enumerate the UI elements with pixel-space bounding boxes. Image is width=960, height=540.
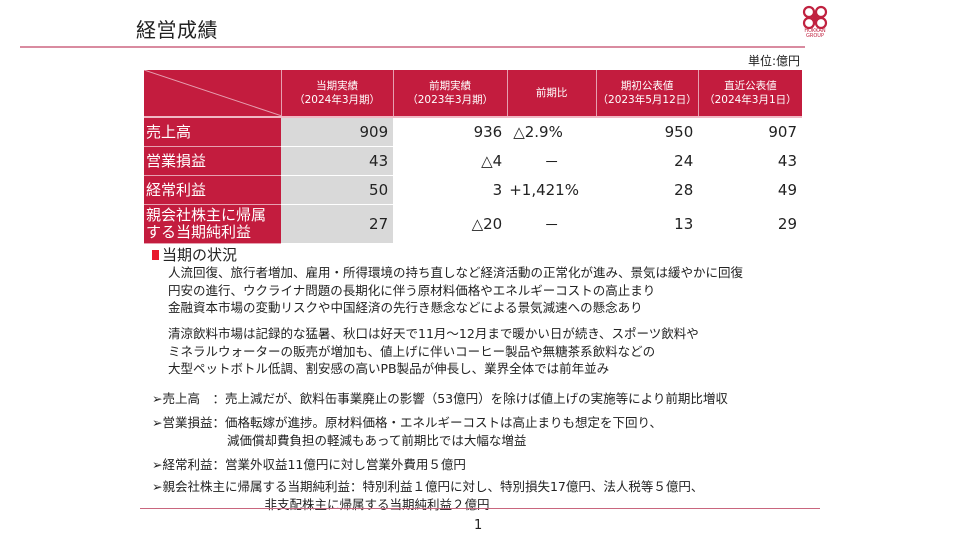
column-label: 当期実績 <box>316 80 359 92</box>
column-header-previous: 前期実績 （2023年3月期） <box>392 70 508 118</box>
cell-previous: 936 <box>393 117 508 147</box>
red-square-bullet-icon <box>152 250 159 260</box>
table-row-operating: 営業損益 43 △4 － 24 43 <box>144 146 802 176</box>
column-header-latest: 直近公表値 （2024年3月1日） <box>697 70 802 118</box>
cell-latest: 907 <box>698 117 802 147</box>
page-number: 1 <box>474 518 483 533</box>
bullet-sales: ➢売上高 ：売上減だが、飲料缶事業廃止の影響（53億円）を除けば値上げの実施等に… <box>152 390 728 408</box>
paragraph-line: 大型ペットボトル低調、割安感の高いPB製品が伸長し、業界全体では前年並み <box>168 361 610 376</box>
cell-ratio: － <box>507 146 597 176</box>
bullet-line: 非支配株主に帰属する当期純利益２億円 <box>152 496 490 512</box>
cell-initial: 24 <box>596 146 699 176</box>
cell-latest: 43 <box>698 146 802 176</box>
paragraph-line: ミネラルウォーターの販売が増加も、値上げに伴いコーヒー製品や無糖茶系飲料などの <box>168 343 656 359</box>
column-sublabel: （2024年3月期） <box>294 94 381 106</box>
footer-divider <box>140 508 820 509</box>
column-header-initial: 期初公表値 （2023年5月12日） <box>595 70 699 118</box>
title-divider <box>20 46 805 48</box>
row-label: 親会社株主に帰属 する当期純利益 <box>144 204 282 244</box>
column-label: 前期実績 <box>429 80 472 92</box>
cell-current: 43 <box>281 146 394 176</box>
bullet-line: ➢売上高 ：売上減だが、飲料缶事業廃止の影響（53億円）を除けば値上げの実施等に… <box>152 391 728 406</box>
page-title: 経営成績 <box>136 18 218 42</box>
corner-cell <box>144 70 282 118</box>
row-label: 営業損益 <box>144 146 282 176</box>
cell-ratio: +1,421% <box>507 175 597 205</box>
column-header-current: 当期実績 （2024年3月期） <box>280 70 394 118</box>
situation-paragraph-economy: 人流回復、旅行者増加、雇用・所得環境の持ち直しなど経済活動の正常化が進み、景気は… <box>168 264 743 317</box>
situation-paragraph-market: 清涼飲料市場は記録的な猛暑、秋口は好天で11月～12月まで暖かい日が続き、スポー… <box>168 325 699 378</box>
bullet-net-income: ➢親会社株主に帰属する当期純利益：特別利益１億円に対し、特別損失17億円、法人税… <box>152 478 703 513</box>
table-row-sales: 売上高 909 936 △2.9% 950 907 <box>144 117 802 147</box>
cell-initial: 28 <box>596 175 699 205</box>
row-label: 売上高 <box>144 117 282 147</box>
diagonal-line <box>144 70 282 116</box>
row-label-line2: する当期純利益 <box>146 223 252 241</box>
column-sublabel: （2023年5月12日） <box>597 94 697 106</box>
column-label: 期初公表値 <box>620 80 674 92</box>
cell-previous: △4 <box>393 146 508 176</box>
results-table: 当期実績 （2024年3月期） 前期実績 （2023年3月期） 前期比 期初公表値 （… <box>144 70 802 244</box>
table-header-row: 当期実績 （2024年3月期） 前期実績 （2023年3月期） 前期比 期初公表値 （… <box>144 70 802 118</box>
column-sublabel: （2024年3月1日） <box>704 94 797 106</box>
paragraph-line: 円安の進行、ウクライナ問題の長期化に伴う原材料価格やエネルギーコストの高止まり <box>168 282 656 298</box>
table-row-ordinary: 経常利益 50 3 +1,421% 28 49 <box>144 175 802 205</box>
cell-latest: 49 <box>698 175 802 205</box>
paragraph-line: 金融資本市場の変動リスクや中国経済の先行き懸念などによる景気減速への懸念あり <box>168 300 643 315</box>
row-label-line1: 親会社株主に帰属 <box>146 206 267 224</box>
bullet-line: ➢親会社株主に帰属する当期純利益：特別利益１億円に対し、特別損失17億円、法人税… <box>152 479 704 494</box>
column-header-ratio: 前期比 <box>506 70 597 118</box>
bullet-line: ➢経常利益：営業外収益11億円に対し営業外費用５億円 <box>152 457 466 472</box>
cell-initial: 13 <box>596 204 699 244</box>
column-label: 前期比 <box>535 87 568 99</box>
bullet-line: ➢営業損益：価格転嫁が進捗。原材料価格・エネルギーコストは高止まりも想定を下回り… <box>152 415 662 430</box>
logo-text-line2: GROUP <box>806 33 824 39</box>
cell-previous: △20 <box>393 204 508 244</box>
cell-latest: 29 <box>698 204 802 244</box>
unit-label: 単位:億円 <box>747 54 800 68</box>
bullet-operating: ➢営業損益：価格転嫁が進捗。原材料価格・エネルギーコストは高止まりも想定を下回り… <box>152 414 662 449</box>
bullet-line: 減価償却費負担の軽減もあって前期比では大幅な増益 <box>152 432 527 448</box>
bullet-ordinary: ➢経常利益：営業外収益11億円に対し営業外費用５億円 <box>152 456 466 474</box>
column-label: 直近公表値 <box>724 80 777 92</box>
cell-current: 909 <box>281 117 394 147</box>
cell-ratio: － <box>507 204 597 244</box>
row-label: 経常利益 <box>144 175 282 205</box>
paragraph-line: 人流回復、旅行者増加、雇用・所得環境の持ち直しなど経済活動の正常化が進み、景気は… <box>168 265 744 280</box>
hokkan-logo-icon <box>802 5 828 30</box>
cell-ratio: △2.9% <box>507 117 597 147</box>
situation-heading: 当期の状況 <box>152 244 237 265</box>
logo-text-line1: HOKKAN <box>804 28 826 34</box>
cell-initial: 950 <box>596 117 699 147</box>
situation-heading-text: 当期の状況 <box>162 246 238 264</box>
table-row-net-income: 親会社株主に帰属 する当期純利益 27 △20 － 13 29 <box>144 204 802 244</box>
paragraph-line: 清涼飲料市場は記録的な猛暑、秋口は好天で11月～12月まで暖かい日が続き、スポー… <box>168 326 699 341</box>
cell-previous: 3 <box>393 175 508 205</box>
logo-text: HOKKAN GROUP <box>798 29 832 39</box>
column-sublabel: （2023年3月期） <box>407 94 494 106</box>
cell-current: 50 <box>281 175 394 205</box>
cell-current: 27 <box>281 204 394 244</box>
